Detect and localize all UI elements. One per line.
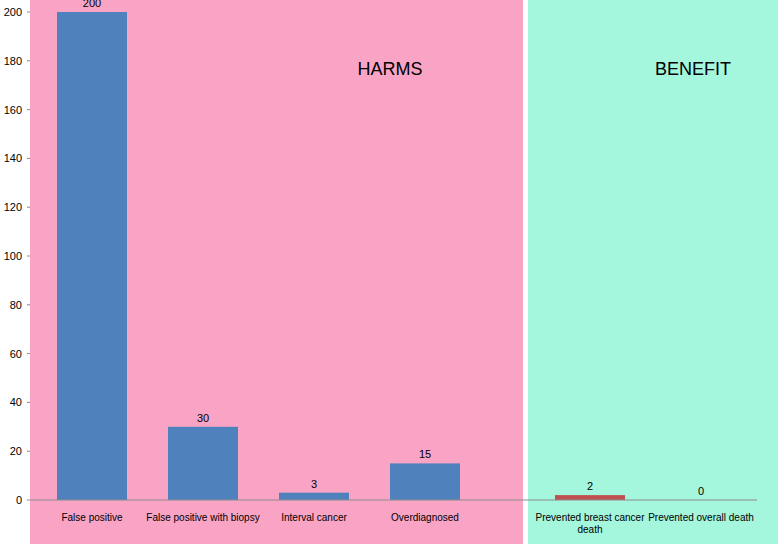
y-tick <box>27 207 30 208</box>
y-tick <box>27 451 30 452</box>
bar <box>279 493 349 500</box>
x-tick-label: False positive with biopsy <box>146 512 259 523</box>
y-tick-label: 60 <box>10 348 22 360</box>
y-tick-label: 140 <box>4 152 22 164</box>
y-tick-label: 160 <box>4 104 22 116</box>
bar <box>390 463 460 500</box>
x-tick-label: Interval cancer <box>281 512 347 523</box>
bar <box>57 12 127 500</box>
bars <box>57 12 625 500</box>
y-tick <box>27 353 30 354</box>
data-label: 200 <box>83 0 101 9</box>
y-tick-label: 200 <box>4 6 22 18</box>
benefit-panel <box>528 0 778 544</box>
y-tick <box>27 304 30 305</box>
data-label: 3 <box>311 478 317 490</box>
data-label: 30 <box>197 412 209 424</box>
data-label: 15 <box>419 448 431 460</box>
y-tick <box>27 500 30 501</box>
y-tick-label: 20 <box>10 445 22 457</box>
y-tick-label: 100 <box>4 250 22 262</box>
x-tick-label: Prevented breast cancerdeath <box>536 512 646 535</box>
y-tick-label: 120 <box>4 201 22 213</box>
y-tick <box>27 60 30 61</box>
data-label: 0 <box>698 485 704 497</box>
bar <box>555 495 625 500</box>
y-tick-label: 80 <box>10 299 22 311</box>
baseline <box>30 500 757 501</box>
y-tick <box>27 402 30 403</box>
x-tick-label: Prevented overall death <box>648 512 754 523</box>
annotation: HARMS <box>357 59 422 79</box>
harms-panel <box>30 0 523 544</box>
y-tick-label: 0 <box>16 494 22 506</box>
x-tick-label: Overdiagnosed <box>391 512 459 523</box>
y-tick <box>27 12 30 13</box>
y-tick <box>27 109 30 110</box>
chart: HARMSBENEFIT0204060801001201401601802002… <box>0 0 778 544</box>
y-tick-label: 40 <box>10 396 22 408</box>
x-tick-label: False positive <box>61 512 123 523</box>
y-tick <box>27 158 30 159</box>
annotation: BENEFIT <box>655 59 731 79</box>
bar <box>168 427 238 500</box>
y-tick <box>27 256 30 257</box>
y-tick-label: 180 <box>4 55 22 67</box>
data-label: 2 <box>587 480 593 492</box>
